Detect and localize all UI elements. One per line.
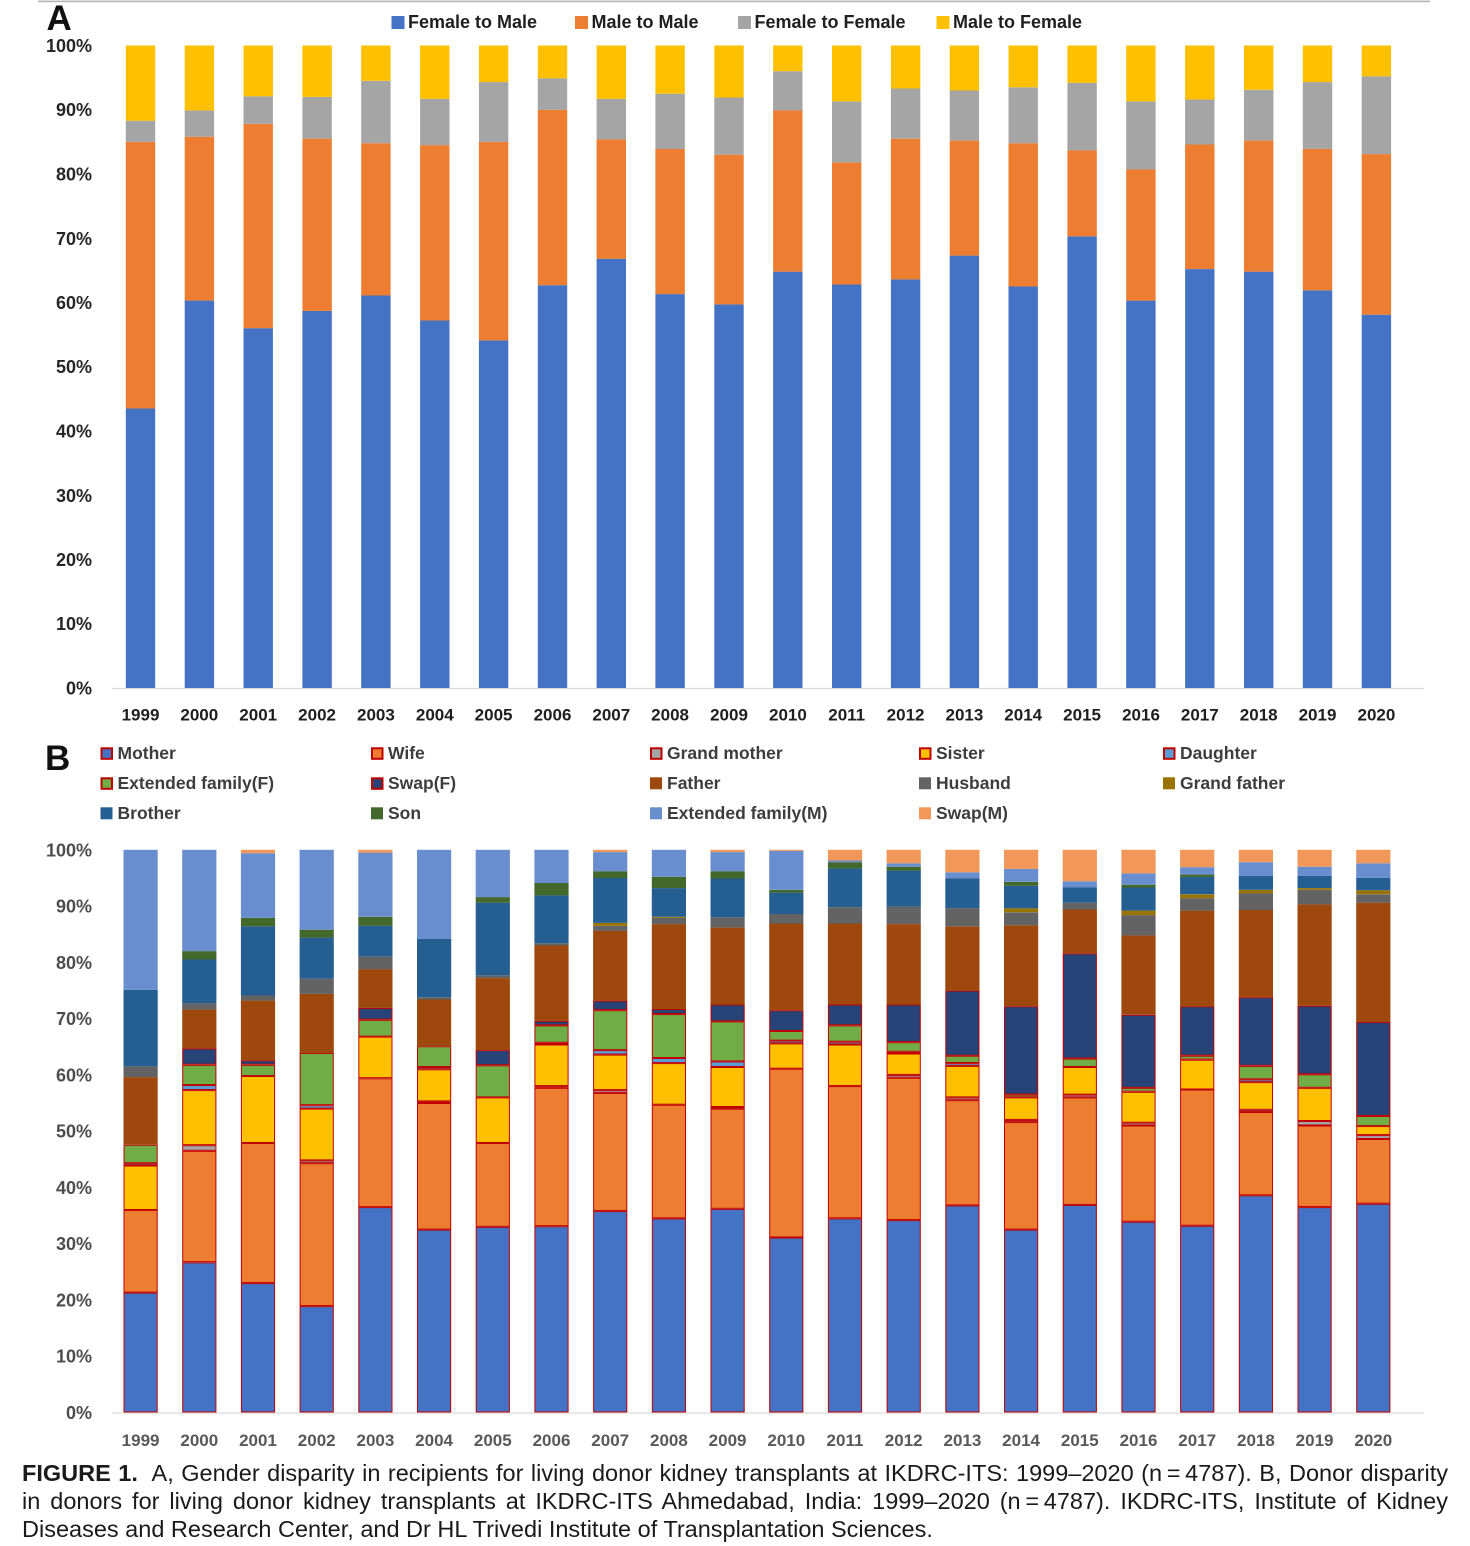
svg-text:50%: 50% <box>56 357 92 377</box>
svg-text:Extended family(F): Extended family(F) <box>118 773 275 793</box>
svg-text:2020: 2020 <box>1354 1431 1392 1450</box>
svg-text:2001: 2001 <box>239 1431 277 1450</box>
svg-text:Swap(M): Swap(M) <box>936 803 1008 823</box>
svg-text:0%: 0% <box>66 1403 92 1423</box>
svg-text:2019: 2019 <box>1296 1431 1334 1450</box>
svg-text:1999: 1999 <box>122 1431 160 1450</box>
svg-text:2009: 2009 <box>710 706 748 725</box>
svg-text:2011: 2011 <box>828 706 865 725</box>
svg-text:2010: 2010 <box>767 1431 805 1450</box>
svg-text:Male to Female: Male to Female <box>953 12 1082 32</box>
svg-text:Swap(F): Swap(F) <box>388 773 456 793</box>
svg-text:Brother: Brother <box>118 803 181 823</box>
svg-text:2020: 2020 <box>1357 706 1395 725</box>
svg-text:Son: Son <box>388 803 421 823</box>
svg-text:Grand mother: Grand mother <box>667 743 783 763</box>
svg-text:2006: 2006 <box>533 1431 571 1450</box>
svg-text:2007: 2007 <box>591 1431 629 1450</box>
svg-text:Male to Male: Male to Male <box>592 12 699 32</box>
svg-text:30%: 30% <box>56 486 92 506</box>
svg-text:10%: 10% <box>56 614 92 634</box>
svg-text:2002: 2002 <box>298 1431 336 1450</box>
svg-text:2007: 2007 <box>592 706 630 725</box>
svg-text:20%: 20% <box>56 1291 92 1311</box>
svg-text:50%: 50% <box>56 1122 92 1142</box>
svg-text:2013: 2013 <box>943 1431 981 1450</box>
svg-text:2019: 2019 <box>1299 706 1337 725</box>
svg-text:2013: 2013 <box>945 706 983 725</box>
svg-text:100%: 100% <box>46 840 92 860</box>
svg-text:2009: 2009 <box>709 1431 747 1450</box>
svg-text:2011: 2011 <box>827 1431 864 1450</box>
svg-text:70%: 70% <box>56 229 92 249</box>
svg-text:Wife: Wife <box>388 743 425 763</box>
svg-text:Grand father: Grand father <box>1180 773 1285 793</box>
svg-text:2000: 2000 <box>180 706 218 725</box>
svg-text:2016: 2016 <box>1120 1431 1158 1450</box>
svg-text:80%: 80% <box>56 953 92 973</box>
svg-text:Mother: Mother <box>118 743 177 763</box>
svg-text:2003: 2003 <box>356 1431 394 1450</box>
svg-text:2015: 2015 <box>1061 1431 1099 1450</box>
svg-text:2014: 2014 <box>1004 706 1042 725</box>
svg-text:2010: 2010 <box>769 706 807 725</box>
svg-text:1999: 1999 <box>122 706 160 725</box>
svg-text:2017: 2017 <box>1178 1431 1216 1450</box>
svg-text:Female to Female: Female to Female <box>755 12 906 32</box>
svg-text:80%: 80% <box>56 165 92 185</box>
svg-text:2005: 2005 <box>474 1431 512 1450</box>
svg-text:Daughter: Daughter <box>1180 743 1257 763</box>
svg-text:2005: 2005 <box>475 706 513 725</box>
svg-text:B: B <box>45 739 70 778</box>
svg-text:2008: 2008 <box>650 1431 688 1450</box>
svg-text:Female to Male: Female to Male <box>408 12 537 32</box>
svg-text:2016: 2016 <box>1122 706 1160 725</box>
svg-text:2004: 2004 <box>415 1431 453 1450</box>
svg-text:2006: 2006 <box>534 706 572 725</box>
svg-text:Husband: Husband <box>936 773 1011 793</box>
svg-text:2002: 2002 <box>298 706 336 725</box>
svg-text:30%: 30% <box>56 1234 92 1254</box>
svg-text:2015: 2015 <box>1063 706 1101 725</box>
svg-text:Sister: Sister <box>936 743 985 763</box>
svg-text:2012: 2012 <box>887 706 925 725</box>
svg-text:90%: 90% <box>56 100 92 120</box>
svg-text:60%: 60% <box>56 1065 92 1085</box>
svg-text:20%: 20% <box>56 550 92 570</box>
svg-text:Father: Father <box>667 773 721 793</box>
svg-text:40%: 40% <box>56 1178 92 1198</box>
svg-text:10%: 10% <box>56 1347 92 1367</box>
svg-text:2018: 2018 <box>1237 1431 1275 1450</box>
svg-text:2012: 2012 <box>885 1431 923 1450</box>
svg-text:40%: 40% <box>56 422 92 442</box>
svg-text:2000: 2000 <box>180 1431 218 1450</box>
svg-text:2003: 2003 <box>357 706 395 725</box>
svg-text:100%: 100% <box>46 36 92 56</box>
svg-text:70%: 70% <box>56 1009 92 1029</box>
svg-text:Extended family(M): Extended family(M) <box>667 803 827 823</box>
svg-text:0%: 0% <box>66 679 92 699</box>
svg-text:60%: 60% <box>56 293 92 313</box>
svg-text:2018: 2018 <box>1240 706 1278 725</box>
svg-text:A: A <box>47 0 72 38</box>
svg-text:2014: 2014 <box>1002 1431 1040 1450</box>
svg-text:2001: 2001 <box>239 706 277 725</box>
svg-text:2008: 2008 <box>651 706 689 725</box>
svg-text:2017: 2017 <box>1181 706 1219 725</box>
svg-text:2004: 2004 <box>416 706 454 725</box>
svg-text:90%: 90% <box>56 897 92 917</box>
